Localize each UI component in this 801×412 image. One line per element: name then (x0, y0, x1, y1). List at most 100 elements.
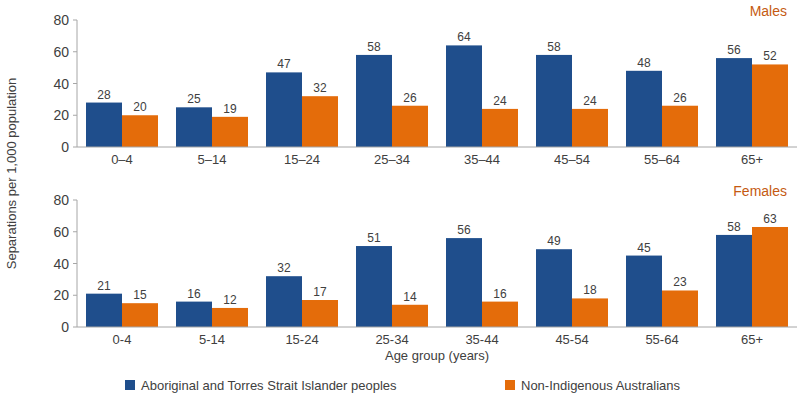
y-tick (73, 231, 77, 232)
legend-label: Non-Indigenous Australians (521, 378, 680, 393)
legend-swatch (505, 380, 515, 390)
y-tick (73, 327, 77, 328)
bar (212, 117, 248, 147)
x-tick-label: 65+ (741, 332, 763, 347)
bar (86, 294, 122, 327)
bar (266, 72, 302, 147)
bar (302, 96, 338, 147)
data-label: 20 (133, 100, 147, 114)
data-label: 19 (223, 102, 237, 116)
data-label: 63 (763, 212, 777, 226)
bar (572, 109, 608, 147)
y-axis (77, 200, 78, 327)
data-label: 58 (547, 40, 561, 54)
bar (176, 302, 212, 327)
y-tick-label: 60 (53, 44, 69, 60)
data-label: 32 (313, 81, 327, 95)
y-tick-label: 20 (53, 287, 69, 303)
data-label: 56 (727, 43, 741, 57)
x-tick-label: 45-54 (555, 332, 588, 347)
data-label: 52 (763, 49, 777, 63)
bar (536, 55, 572, 147)
y-axis-label: Separations per 1,000 population (4, 78, 19, 270)
data-label: 51 (367, 231, 381, 245)
data-label: 48 (637, 56, 651, 70)
data-label: 16 (187, 287, 201, 301)
bar (662, 106, 698, 147)
bar (482, 109, 518, 147)
data-label: 56 (457, 223, 471, 237)
x-tick-label: 35-44 (465, 332, 498, 347)
y-tick-label: 60 (53, 224, 69, 240)
data-label: 17 (313, 285, 327, 299)
legend: Aboriginal and Torres Strait Islander pe… (125, 378, 680, 393)
data-label: 28 (97, 88, 111, 102)
y-tick (73, 83, 77, 84)
legend-swatch (125, 380, 135, 390)
y-tick-label: 20 (53, 107, 69, 123)
y-tick-label: 40 (53, 76, 69, 92)
panel: Males02040608028254758645848562019322624… (53, 3, 797, 167)
data-label: 25 (187, 92, 201, 106)
x-tick-label: 35–44 (464, 152, 500, 167)
panel-title: Males (750, 3, 787, 19)
x-tick-label: 65+ (741, 152, 763, 167)
bar (122, 303, 158, 327)
bar (626, 256, 662, 327)
bar (122, 115, 158, 147)
chart: Males02040608028254758645848562019322624… (0, 0, 801, 412)
x-tick-label: 15-24 (285, 332, 318, 347)
bar (626, 71, 662, 147)
bar (446, 45, 482, 147)
panel-title: Females (733, 183, 787, 199)
legend-label: Aboriginal and Torres Strait Islander pe… (141, 378, 397, 393)
bar (536, 249, 572, 327)
x-axis-label: Age group (years) (385, 348, 489, 363)
bar (212, 308, 248, 327)
bar (392, 305, 428, 327)
x-tick-label: 0-4 (113, 332, 132, 347)
data-label: 23 (673, 275, 687, 289)
y-tick-label: 0 (61, 319, 69, 335)
x-tick-label: 55-64 (645, 332, 678, 347)
bar (176, 107, 212, 147)
x-tick-label: 25–34 (374, 152, 410, 167)
data-label: 15 (133, 288, 147, 302)
y-tick (73, 51, 77, 52)
data-label: 26 (673, 91, 687, 105)
x-tick-label: 0–4 (111, 152, 133, 167)
data-label: 49 (547, 234, 561, 248)
x-tick-label: 5–14 (198, 152, 227, 167)
bar (482, 302, 518, 327)
data-label: 64 (457, 30, 471, 44)
bar (752, 64, 788, 147)
y-tick (73, 115, 77, 116)
y-tick (73, 200, 77, 201)
y-tick-label: 80 (53, 12, 69, 28)
x-tick-label: 25-34 (375, 332, 408, 347)
x-tick-label: 15–24 (284, 152, 320, 167)
y-tick (73, 263, 77, 264)
bar (392, 106, 428, 147)
y-tick (73, 20, 77, 21)
data-label: 18 (583, 283, 597, 297)
bar (266, 276, 302, 327)
bar (302, 300, 338, 327)
bar (716, 58, 752, 147)
bar (752, 227, 788, 327)
data-label: 14 (403, 290, 417, 304)
data-label: 32 (277, 261, 291, 275)
bar (446, 238, 482, 327)
x-tick-label: 5-14 (199, 332, 225, 347)
panel: Females020406080211632515649455815121714… (53, 183, 797, 347)
data-label: 58 (727, 220, 741, 234)
data-label: 16 (493, 287, 507, 301)
y-tick (73, 295, 77, 296)
data-label: 24 (493, 94, 507, 108)
bar (572, 298, 608, 327)
y-tick-label: 80 (53, 192, 69, 208)
data-label: 45 (637, 241, 651, 255)
bar (716, 235, 752, 327)
data-label: 58 (367, 40, 381, 54)
bars (86, 45, 788, 147)
